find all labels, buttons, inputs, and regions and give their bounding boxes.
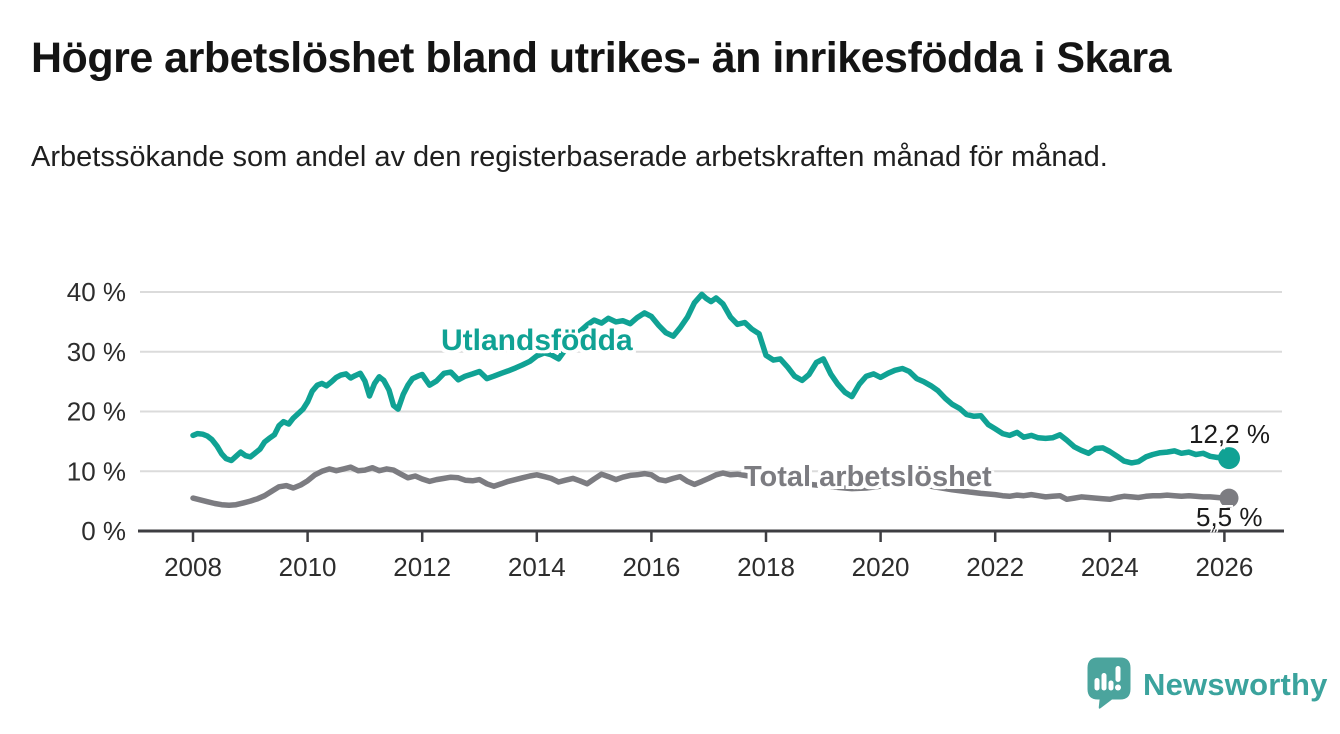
logo-bar-1	[1094, 678, 1100, 691]
x-axis-tick-label: 2020	[852, 552, 910, 582]
series-end-dot-utlandsfodda	[1218, 447, 1240, 470]
x-axis-tick-label: 2012	[393, 552, 451, 582]
series-end-dot-total	[1219, 488, 1239, 508]
y-axis-tick-label: 40 %	[67, 277, 126, 307]
x-axis-tick-label: 2016	[622, 552, 680, 582]
series-label-utlandsfodda: Utlandsfödda	[441, 324, 633, 357]
logo-bar-2	[1101, 673, 1107, 691]
y-axis-tick-label: 30 %	[67, 337, 126, 367]
x-axis-tick-label: 2010	[279, 552, 337, 582]
newsworthy-logo: Newsworthy	[1086, 656, 1328, 714]
logo-exclamation-bar	[1115, 666, 1121, 682]
logo-bar-3	[1108, 680, 1114, 691]
end-value-label-utlandsfodda: 12,2 %	[1189, 419, 1270, 449]
y-axis-tick-label: 10 %	[67, 456, 126, 486]
end-value-label-total: 5,5 %	[1196, 502, 1263, 532]
y-axis-tick-label: 0 %	[81, 516, 126, 546]
series-line-utlandsfodda	[190, 291, 1232, 466]
chart-subtitle: Arbetssökande som andel av den registerb…	[31, 141, 1108, 173]
logo-icon-svg	[1087, 657, 1131, 709]
logo-exclamation-dot	[1115, 684, 1121, 691]
series-label-total-arbetsloshet: Total arbetslöshet	[744, 461, 992, 493]
series-line-total	[190, 464, 1232, 509]
x-axis-tick-label: 2008	[164, 552, 222, 582]
newsworthy-speech-bubble-bar-chart-icon	[1086, 656, 1132, 714]
x-axis-tick-label: 2018	[737, 552, 795, 582]
y-axis-tick-label: 20 %	[67, 397, 126, 427]
x-axis-tick-label: 2014	[508, 552, 566, 582]
x-axis-tick-label: 2024	[1081, 552, 1139, 582]
x-axis-tick-label: 2022	[966, 552, 1024, 582]
x-axis-tick-label: 2026	[1195, 552, 1253, 582]
page-title: Högre arbetslöshet bland utrikes- än inr…	[31, 34, 1172, 82]
newsworthy-logo-text: Newsworthy	[1143, 667, 1328, 702]
